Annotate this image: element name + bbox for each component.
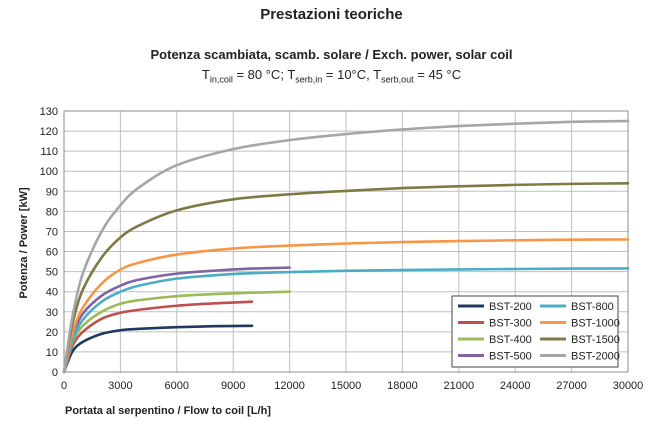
chart-subtitle: Tin,coil = 80 °C; Tserb,in = 10°C, Tserb… (0, 67, 663, 85)
x-tick-label: 9000 (221, 380, 245, 392)
subtitle-t2-sub: serb,in (295, 74, 323, 85)
y-tick-label: 70 (46, 226, 58, 238)
subtitle-t1: T (201, 67, 210, 82)
legend-label: BST-300 (489, 318, 532, 330)
series-line-bst-1500 (62, 181, 630, 374)
legend-label: BST-800 (571, 301, 614, 313)
subtitle-t1-sub: in,coil (209, 74, 233, 85)
subtitle-t2: T (287, 67, 296, 82)
y-tick-label: 80 (46, 206, 58, 218)
legend-label: BST-500 (489, 351, 532, 363)
grid (63, 110, 629, 373)
subtitle-t3: T (373, 67, 382, 82)
y-axis-title: Potenza / Power [kW] (18, 187, 30, 299)
x-tick-labels: 0 3000 6000 9000 12000 15000 18000 21000 24000 27… (61, 380, 643, 392)
x-tick-label: 3000 (108, 380, 132, 392)
x-tick-label: 21000 (444, 380, 475, 392)
y-tick-label: 90 (46, 186, 58, 198)
series-line-bst-200 (62, 324, 254, 374)
y-tick-label: 10 (46, 347, 58, 359)
x-axis-title: Portata al serpentino / Flow to coil [L/… (65, 405, 271, 417)
x-tick-label: 18000 (387, 380, 418, 392)
legend-label: BST-1500 (571, 334, 620, 346)
page-heading: Prestazioni teoriche (260, 6, 403, 23)
subtitle-t3-sub: serb,out (381, 74, 414, 85)
y-tick-label: 40 (46, 287, 58, 299)
y-tick-label: 0 (52, 367, 58, 379)
series-line-bst-800 (62, 267, 630, 374)
series-line-bst-1000 (62, 238, 630, 374)
legend-label: BST-1000 (571, 318, 620, 330)
y-tick-label: 100 (40, 166, 58, 178)
series-line-bst-2000 (62, 119, 630, 374)
legend-label: BST-2000 (571, 351, 620, 363)
y-tick-label: 130 (40, 106, 58, 118)
legend: BST-200 BST-300 BST-400 BST-500 BST-800 BST-1… (451, 295, 620, 368)
y-tick-label: 20 (46, 327, 58, 339)
subtitle-t2-rest: = 10°C, (322, 67, 374, 82)
x-tick-label: 12000 (274, 380, 305, 392)
y-tick-label: 110 (40, 146, 58, 158)
x-tick-label: 27000 (556, 380, 587, 392)
x-tick-label: 0 (61, 380, 67, 392)
plot-area-border (63, 110, 629, 373)
series-lines (62, 119, 630, 374)
legend-label: BST-200 (489, 301, 532, 313)
x-tick-label: 15000 (331, 380, 362, 392)
y-tick-label: 30 (46, 307, 58, 319)
y-tick-labels: 0 10 20 30 40 50 60 70 80 90 100 110 120 130 (40, 106, 58, 379)
subtitle-t3-rest: = 45 °C (413, 67, 462, 82)
x-tick-label: 6000 (165, 380, 189, 392)
y-tick-label: 120 (40, 126, 58, 138)
legend-label: BST-400 (489, 334, 532, 346)
y-tick-label: 50 (46, 267, 58, 279)
x-tick-label: 30000 (613, 380, 644, 392)
chart-title: Potenza scambiata, scamb. solare / Exch.… (150, 47, 513, 62)
subtitle-t1-rest: = 80 °C; (232, 67, 288, 82)
x-tick-label: 24000 (500, 380, 531, 392)
y-tick-label: 60 (46, 247, 58, 259)
